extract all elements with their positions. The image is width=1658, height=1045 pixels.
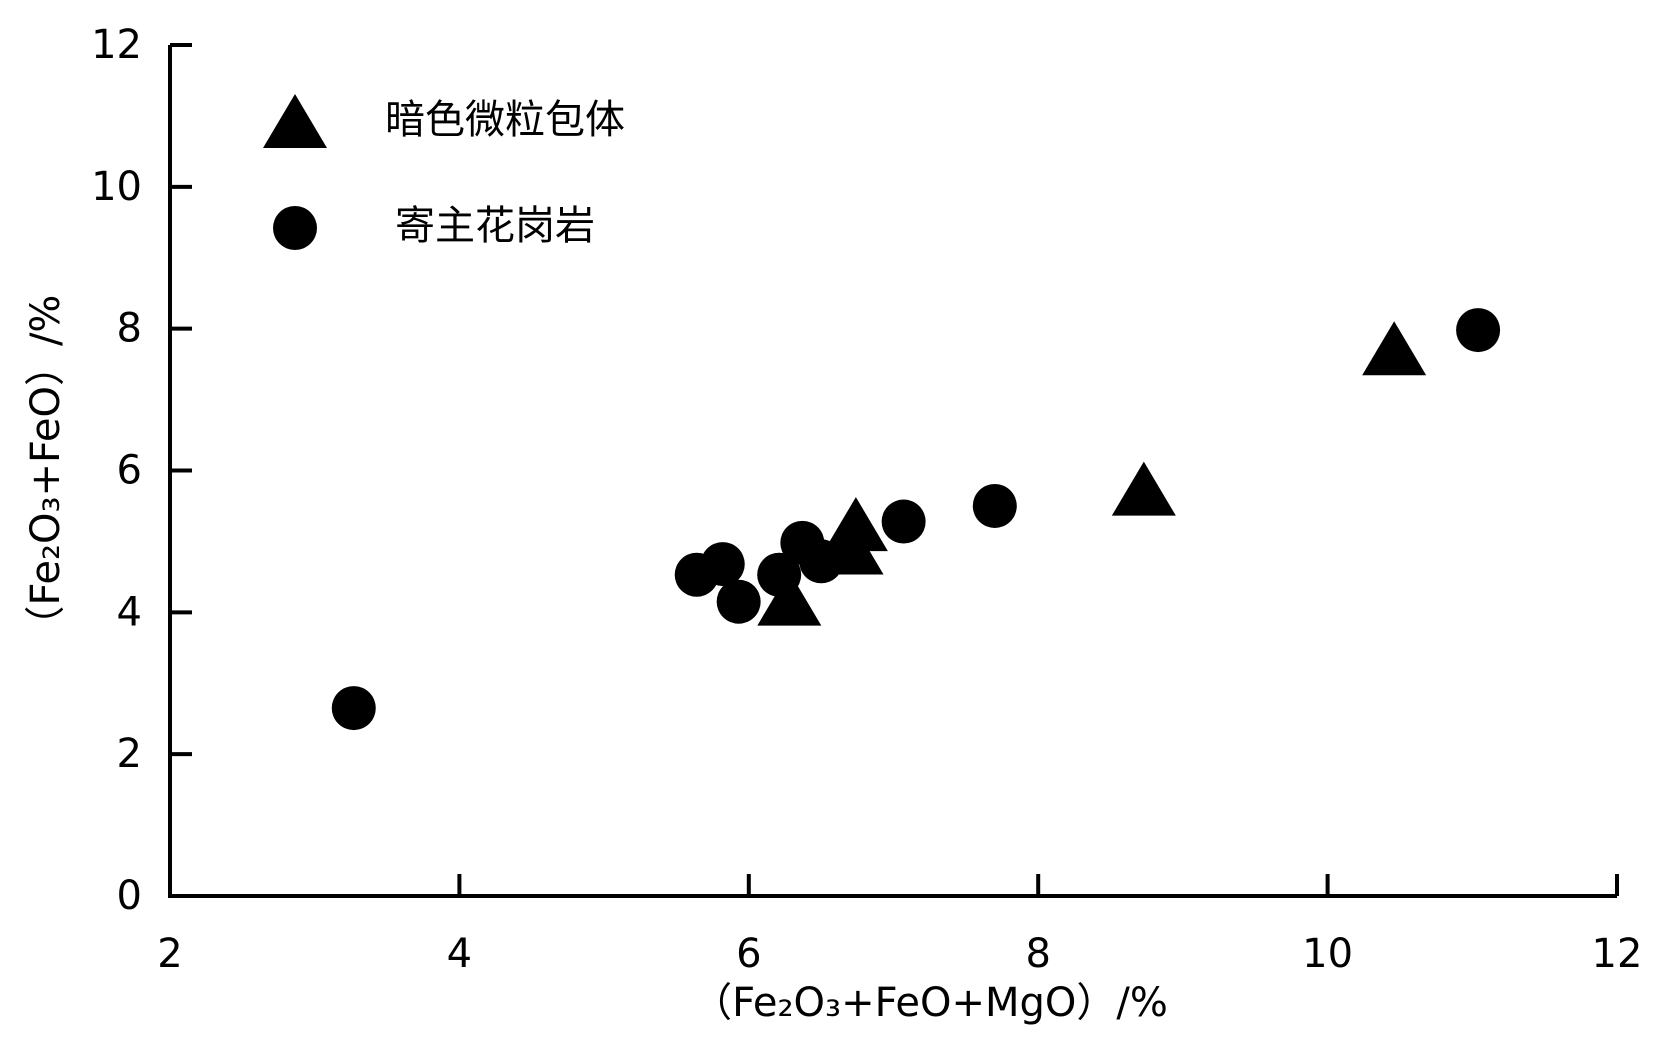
y-tick-label: 2 xyxy=(117,731,142,777)
x-tick-label: 8 xyxy=(1025,931,1050,977)
y-tick-label: 8 xyxy=(117,306,142,352)
x-tick-label: 10 xyxy=(1302,931,1353,977)
y-tick-label: 10 xyxy=(91,164,142,210)
point xyxy=(799,539,844,584)
point xyxy=(1362,321,1427,376)
point xyxy=(674,552,719,597)
point xyxy=(1456,308,1501,353)
legend-label: 寄主花岗岩 xyxy=(395,203,595,249)
point xyxy=(1111,461,1176,516)
y-tick-label: 4 xyxy=(117,589,142,635)
x-tick-label: 12 xyxy=(1592,931,1643,977)
x-tick-label: 6 xyxy=(736,931,761,977)
point xyxy=(716,579,761,624)
x-tick-label: 2 xyxy=(157,931,182,977)
y-tick-label: 6 xyxy=(117,448,142,494)
axes xyxy=(168,45,1617,898)
y-axis-label: （Fe₂O₃+FeO）/% xyxy=(23,295,69,646)
point xyxy=(331,686,376,731)
legend-marker xyxy=(263,94,327,148)
y-tick-label: 12 xyxy=(91,22,142,68)
point xyxy=(823,497,888,552)
point xyxy=(881,499,926,544)
point xyxy=(972,483,1017,528)
x-tick-label: 4 xyxy=(447,931,472,977)
legend-label: 暗色微粒包体 xyxy=(385,97,625,143)
point xyxy=(757,571,822,626)
y-tick-label: 0 xyxy=(117,873,142,919)
legend-marker xyxy=(273,206,317,250)
point xyxy=(757,552,802,597)
x-axis-label: （Fe₂O₃+FeO+MgO）/% xyxy=(692,980,1168,1026)
